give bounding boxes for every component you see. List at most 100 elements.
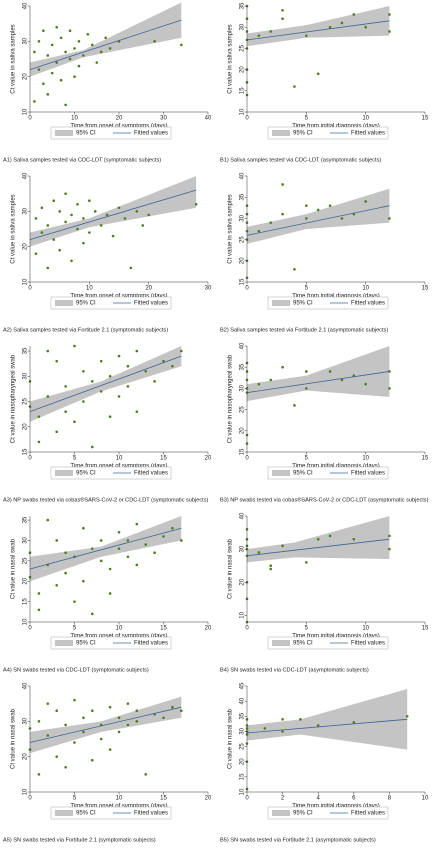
legend-label: 95% CI xyxy=(293,641,313,647)
data-point xyxy=(388,30,391,33)
data-point xyxy=(117,547,121,550)
y-tick-label: 40 xyxy=(240,697,246,704)
data-point xyxy=(269,378,273,382)
data-point xyxy=(37,592,41,595)
data-point xyxy=(105,213,109,217)
y-tick-label: 35 xyxy=(240,2,246,9)
data-point xyxy=(364,200,367,203)
legend-label: Fitted values xyxy=(351,811,385,817)
fitted-line xyxy=(246,538,390,557)
data-point xyxy=(171,526,174,530)
x-tick-label: 6 xyxy=(352,796,356,802)
y-axis-label: Ct value in nasopharyngeal swab xyxy=(11,354,17,443)
data-point xyxy=(64,551,67,554)
x-tick-label: 5 xyxy=(305,286,309,292)
data-point xyxy=(82,241,85,245)
data-point xyxy=(293,85,296,88)
y-tick-label: 25 xyxy=(23,398,29,405)
data-point xyxy=(126,385,130,388)
y-tick-label: 20 xyxy=(240,427,246,434)
data-point xyxy=(316,72,320,76)
data-point xyxy=(194,202,198,206)
data-point xyxy=(52,199,56,203)
data-point xyxy=(305,370,308,373)
x-tick-label: 5 xyxy=(305,626,309,632)
data-point xyxy=(126,702,130,705)
fitted-line xyxy=(246,718,408,734)
x-tick-label: 15 xyxy=(160,456,167,462)
data-point xyxy=(73,420,76,424)
data-point xyxy=(126,555,130,559)
data-point xyxy=(328,204,332,207)
data-point xyxy=(180,43,183,47)
legend-label: 95% CI xyxy=(76,471,96,477)
data-point xyxy=(316,537,320,541)
data-point xyxy=(144,369,147,373)
y-tick-label: 10 xyxy=(240,611,246,618)
x-tick-label: 15 xyxy=(422,286,429,292)
data-point xyxy=(40,231,44,234)
data-point xyxy=(55,539,58,542)
data-point xyxy=(144,773,147,776)
data-point xyxy=(46,734,50,737)
data-point xyxy=(59,36,63,40)
plot-area xyxy=(247,346,425,452)
data-point xyxy=(64,192,67,195)
data-point xyxy=(76,227,79,231)
data-point xyxy=(55,61,58,64)
data-point xyxy=(305,204,308,207)
data-point xyxy=(364,25,367,29)
panel: 10 15 20 25 30 35 0 5 10 15 Time from initial diag… xyxy=(220,2,429,163)
data-point xyxy=(269,564,273,567)
y-tick-label: 20 xyxy=(240,578,246,585)
y-tick-label: 25 xyxy=(23,557,29,564)
data-point xyxy=(64,50,67,54)
data-point xyxy=(147,213,150,217)
legend-label: Fitted values xyxy=(134,811,168,817)
y-tick-label: 35 xyxy=(240,712,246,719)
x-tick-label: 10 xyxy=(362,116,369,122)
data-point xyxy=(82,526,85,530)
data-point xyxy=(388,547,391,551)
x-tick-label: 0 xyxy=(28,116,32,122)
data-point xyxy=(257,382,261,386)
data-point xyxy=(162,359,165,363)
data-point xyxy=(141,224,145,227)
y-tick-label: 25 xyxy=(240,236,246,243)
data-point xyxy=(135,522,139,526)
x-tick-label: 5 xyxy=(73,796,77,802)
data-point xyxy=(88,231,91,234)
data-point xyxy=(162,716,165,720)
y-tick-label: 30 xyxy=(23,207,29,214)
y-tick-label: 15 xyxy=(23,448,29,455)
caption: A3) NP swabs tested via cobas®SARS-CoV-2… xyxy=(3,496,208,503)
data-point xyxy=(73,698,76,702)
data-point xyxy=(55,430,58,434)
data-point xyxy=(99,359,103,363)
x-tick-label: 15 xyxy=(422,116,429,122)
data-point xyxy=(135,720,139,723)
x-tick-label: 15 xyxy=(422,626,429,632)
data-point xyxy=(117,206,121,210)
data-point xyxy=(340,21,344,25)
y-tick-label: 30 xyxy=(240,214,246,221)
data-point xyxy=(281,730,284,733)
data-point xyxy=(328,534,332,538)
x-tick-label: 0 xyxy=(28,626,32,632)
y-tick-label: 35 xyxy=(23,347,29,354)
y-tick-label: 10 xyxy=(240,108,246,115)
data-point xyxy=(64,571,67,575)
x-tick-label: 10 xyxy=(71,116,78,122)
legend-label: Fitted values xyxy=(134,471,168,477)
data-point xyxy=(64,765,67,769)
data-point xyxy=(180,709,183,713)
data-point xyxy=(99,737,103,741)
data-point xyxy=(37,68,41,71)
data-point xyxy=(129,266,133,270)
legend-label: Fitted values xyxy=(351,131,385,137)
y-tick-label: 35 xyxy=(240,363,246,370)
x-tick-label: 0 xyxy=(245,626,249,632)
